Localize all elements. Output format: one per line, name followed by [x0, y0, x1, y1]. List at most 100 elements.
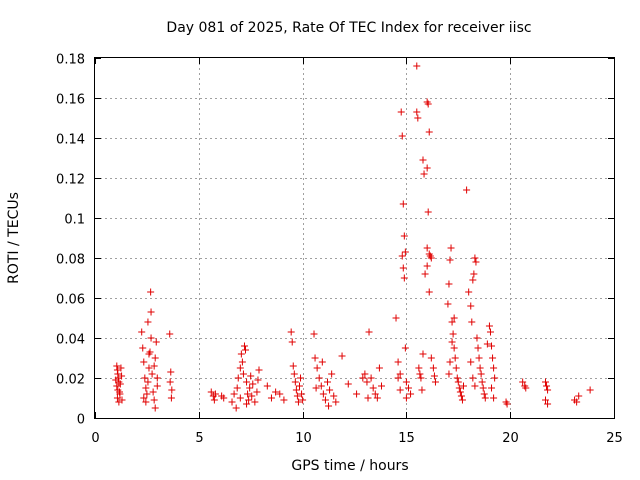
data-point [112, 376, 120, 384]
data-point [544, 386, 552, 394]
data-point [251, 398, 259, 406]
data-point [116, 380, 124, 388]
data-point [297, 374, 305, 382]
data-point [476, 364, 484, 372]
y-tick-label: 0.14 [56, 133, 85, 148]
data-point [207, 388, 215, 396]
data-point [400, 232, 408, 240]
data-point [455, 384, 463, 392]
data-point [248, 392, 256, 400]
data-point [290, 370, 298, 378]
data-point [419, 350, 427, 358]
data-point [451, 354, 459, 362]
data-point [312, 384, 320, 392]
data-point [425, 128, 433, 136]
data-point [228, 398, 236, 406]
data-point [118, 372, 126, 380]
data-point [541, 396, 549, 404]
data-point [143, 390, 151, 398]
y-tick-label: 0.06 [56, 293, 85, 308]
data-point [246, 384, 254, 392]
data-point [469, 276, 477, 284]
data-point [373, 394, 381, 402]
data-point [152, 338, 160, 346]
data-point [113, 394, 121, 402]
x-tick-label: 10 [295, 431, 312, 446]
data-point [421, 270, 429, 278]
data-point [402, 378, 410, 386]
data-point [115, 388, 123, 396]
data-point [416, 370, 424, 378]
data-point [404, 384, 412, 392]
data-point [140, 394, 148, 402]
data-point [423, 262, 431, 270]
scatter-series-roti [112, 62, 594, 412]
data-point [420, 170, 428, 178]
data-point [298, 390, 306, 398]
chart-title: Day 081 of 2025, Rate Of TEC Index for r… [166, 20, 531, 36]
data-point [371, 390, 379, 398]
data-point [167, 394, 175, 402]
data-point [359, 374, 367, 382]
data-point [237, 350, 245, 358]
data-point [263, 382, 271, 390]
data-point [485, 322, 493, 330]
data-point [446, 256, 454, 264]
data-point [291, 378, 299, 386]
data-point [211, 390, 219, 398]
data-point [456, 388, 464, 396]
data-point [486, 328, 494, 336]
data-point [431, 378, 439, 386]
data-point [459, 382, 467, 390]
data-point [396, 370, 404, 378]
data-point [321, 396, 329, 404]
x-tick-label: 5 [195, 431, 203, 446]
data-point [490, 364, 498, 372]
data-point [414, 114, 422, 122]
data-point [424, 100, 432, 108]
data-point [239, 370, 247, 378]
y-tick-label: 0.12 [56, 173, 85, 188]
data-point [413, 62, 421, 70]
data-point [338, 352, 346, 360]
data-point [142, 384, 150, 392]
data-point [142, 398, 150, 406]
data-point [220, 394, 228, 402]
data-point [113, 382, 121, 390]
data-point [167, 368, 175, 376]
data-point [429, 364, 437, 372]
data-point [396, 386, 404, 394]
data-point [230, 390, 238, 398]
data-point [503, 400, 511, 408]
data-point [311, 354, 319, 362]
x-tick-label: 15 [398, 431, 415, 446]
data-point [392, 314, 400, 322]
data-point [465, 288, 473, 296]
data-point [394, 374, 402, 382]
data-point [328, 370, 336, 378]
data-point [299, 396, 307, 404]
data-point [151, 404, 159, 412]
data-point [243, 400, 251, 408]
data-point [399, 200, 407, 208]
data-point [489, 354, 497, 362]
data-point [401, 344, 409, 352]
data-point [310, 330, 318, 338]
data-point [293, 392, 301, 400]
data-point [481, 394, 489, 402]
data-point [247, 372, 255, 380]
data-point [145, 364, 153, 372]
data-point [147, 308, 155, 316]
data-point [113, 362, 121, 370]
data-point [413, 108, 421, 116]
y-tick-label: 0 [77, 413, 85, 428]
data-point [586, 386, 594, 394]
data-point [475, 354, 483, 362]
data-point [419, 156, 427, 164]
data-point [407, 390, 415, 398]
x-tick-label: 20 [502, 431, 519, 446]
y-tick-label: 0.18 [56, 53, 85, 68]
data-point [287, 328, 295, 336]
data-point [280, 396, 288, 404]
data-point [289, 362, 297, 370]
